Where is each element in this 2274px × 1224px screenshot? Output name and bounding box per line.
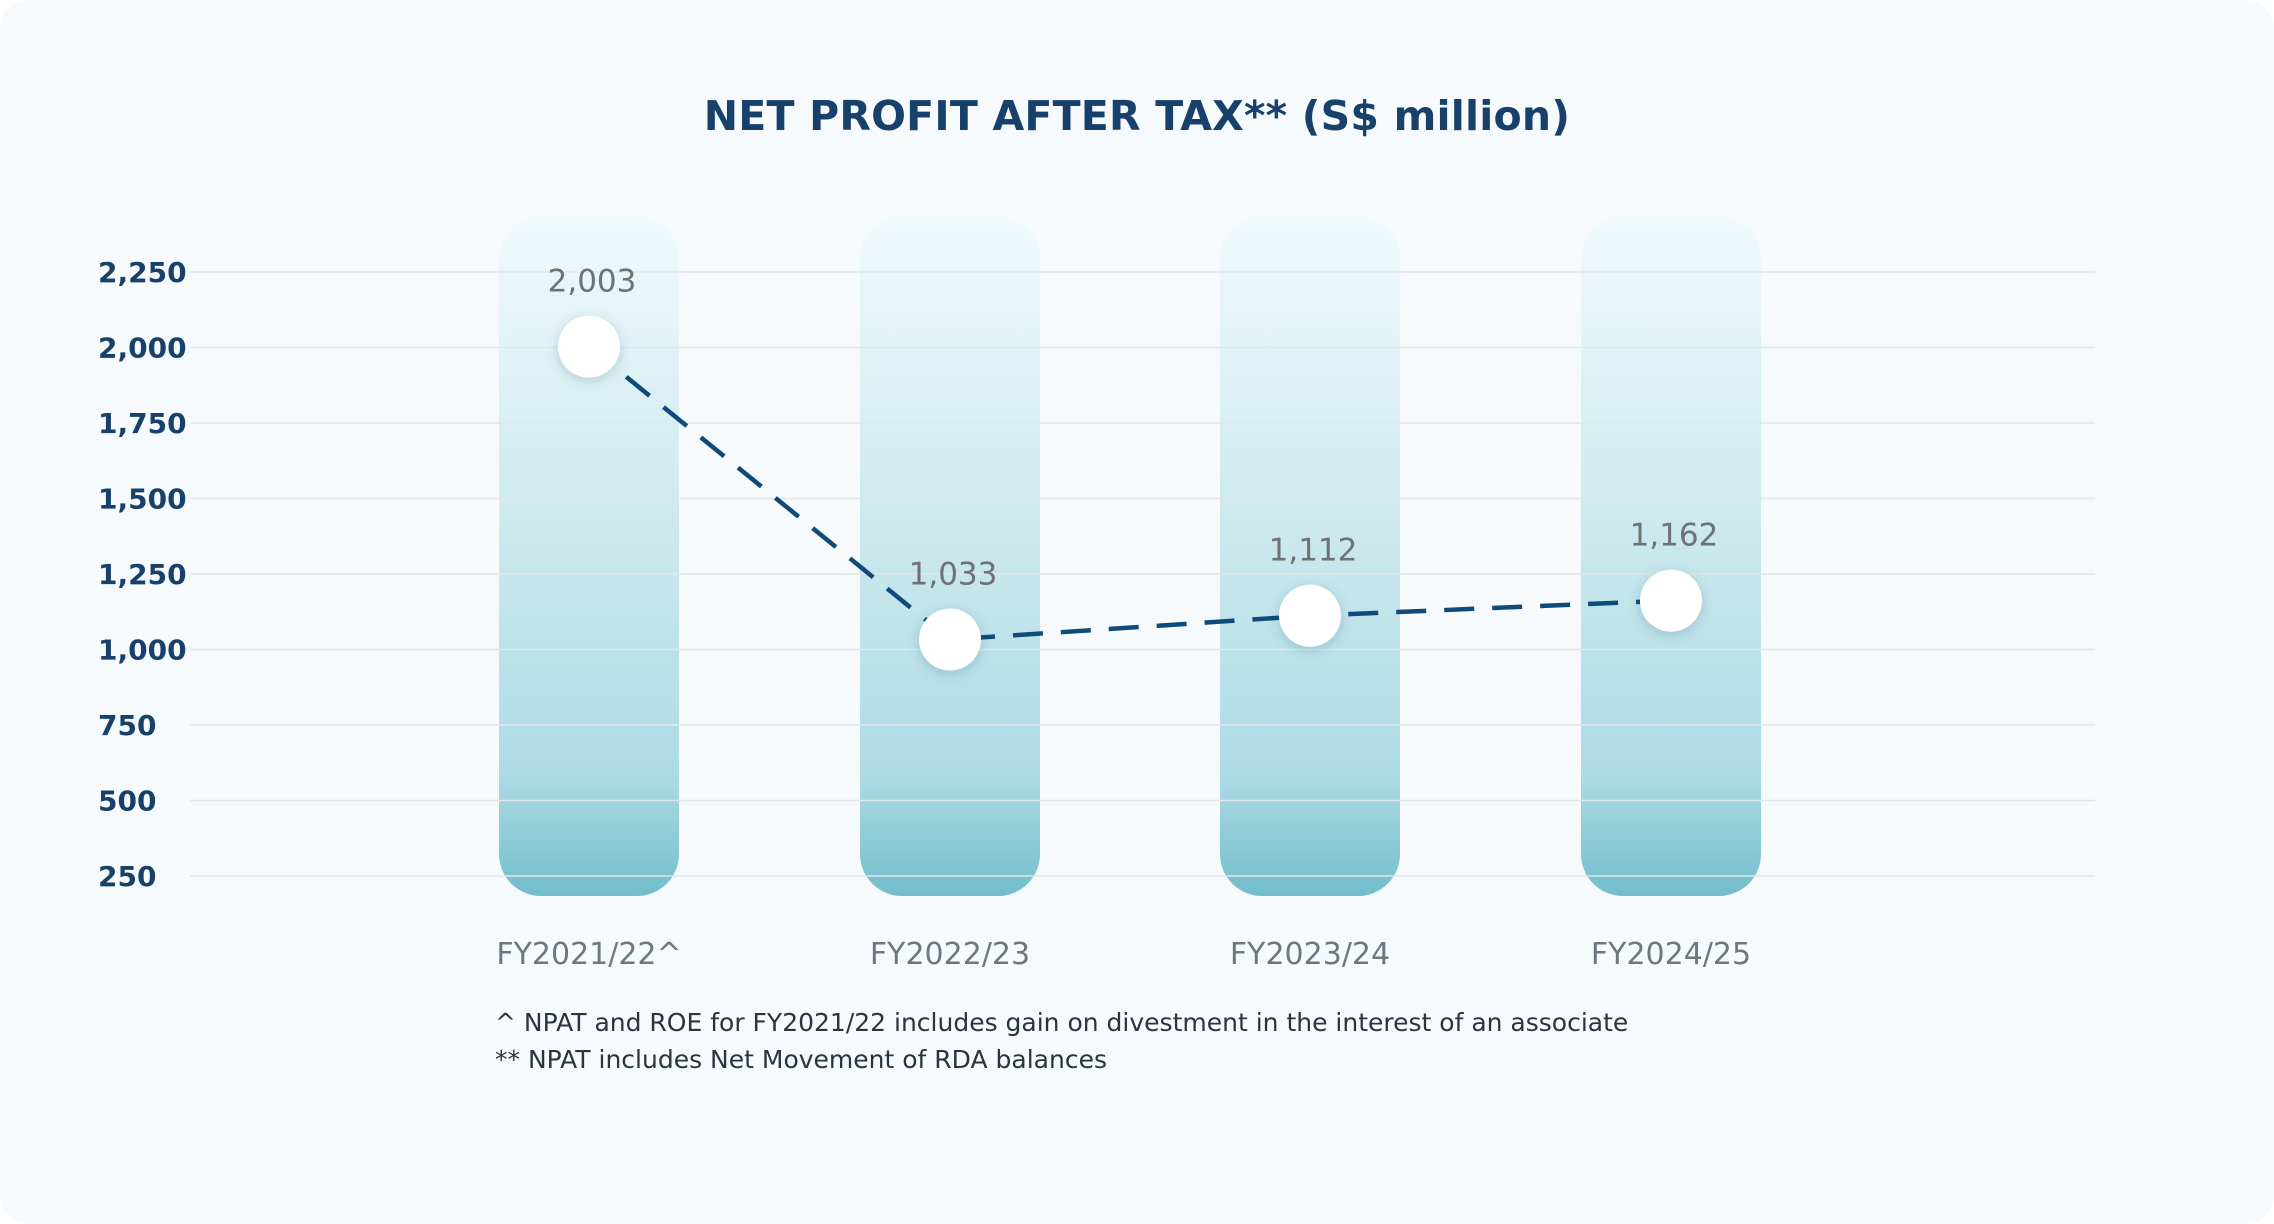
data-point-marker-4 [1640,569,1702,632]
x-tick-label-4: FY2024/25 [1591,937,1751,972]
y-tick-label-2000: 2,000 [98,332,187,365]
data-label-1: 2,003 [548,264,637,300]
data-point-marker-2 [919,608,981,671]
series-line [587,344,1672,642]
data-label-2: 1,033 [909,557,998,593]
x-tick-label-1: FY2021/22^ [496,937,681,972]
x-tick-label-3: FY2023/24 [1230,937,1390,972]
data-label-4: 1,162 [1630,518,1719,554]
background-column-3 [1220,216,1400,896]
footnotes: ^ NPAT and ROE for FY2021/22 includes ga… [495,1004,1628,1078]
y-tick-label-1750: 1,750 [98,407,187,440]
y-axis-tick-labels: 250 500 750 1,000 1,250 1,500 1,750 2,000 2,250 [98,256,187,893]
y-tick-label-1250: 1,250 [98,558,187,591]
y-tick-label-1000: 1,000 [98,634,187,667]
y-tick-label-250: 250 [98,860,156,893]
background-column-2 [860,216,1040,896]
chart-title: NET PROFIT AFTER TAX** (S$ million) [703,92,1571,140]
footnote-divestment: ^ NPAT and ROE for FY2021/22 includes ga… [495,1008,1629,1037]
data-point-marker-1 [558,315,620,378]
footnote-rda: ** NPAT includes Net Movement of RDA bal… [495,1045,1107,1074]
gridlines [190,271,2095,877]
x-tick-label-2: FY2022/23 [870,937,1030,972]
data-point-marker-3 [1279,584,1341,647]
y-tick-label-750: 750 [98,709,156,742]
series-markers [558,315,1702,671]
data-label-3: 1,112 [1269,533,1358,569]
background-columns [499,216,1761,896]
data-labels: 2,003 1,033 1,112 1,162 [548,264,1719,593]
x-axis-tick-labels: FY2021/22^ FY2022/23 FY2023/24 FY2024/25 [496,937,1751,972]
y-tick-label-1500: 1,500 [98,483,187,516]
background-column-4 [1581,216,1761,896]
series-dashed-line [587,344,1672,642]
y-tick-label-500: 500 [98,785,156,818]
y-tick-label-2250: 2,250 [98,256,187,289]
